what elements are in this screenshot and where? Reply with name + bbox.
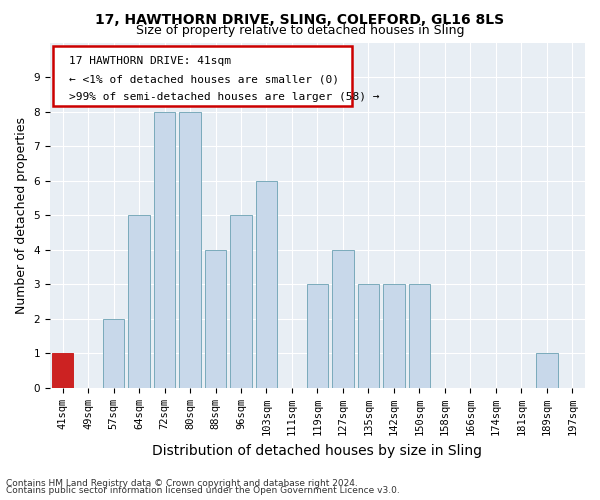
Text: 17, HAWTHORN DRIVE, SLING, COLEFORD, GL16 8LS: 17, HAWTHORN DRIVE, SLING, COLEFORD, GL1…	[95, 12, 505, 26]
Bar	[103, 319, 124, 388]
Bar	[358, 284, 379, 388]
Bar	[536, 354, 557, 388]
X-axis label: Distribution of detached houses by size in Sling: Distribution of detached houses by size …	[152, 444, 482, 458]
Bar	[409, 284, 430, 388]
Bar	[383, 284, 405, 388]
Bar	[230, 215, 252, 388]
Bar	[205, 250, 226, 388]
FancyBboxPatch shape	[53, 46, 352, 106]
Y-axis label: Number of detached properties: Number of detached properties	[15, 116, 28, 314]
Text: 17 HAWTHORN DRIVE: 41sqm: 17 HAWTHORN DRIVE: 41sqm	[68, 56, 230, 66]
Bar	[52, 354, 73, 388]
Text: >99% of semi-detached houses are larger (58) →: >99% of semi-detached houses are larger …	[68, 92, 379, 102]
Text: ← <1% of detached houses are smaller (0): ← <1% of detached houses are smaller (0)	[68, 74, 338, 85]
Bar	[179, 112, 201, 388]
Text: Contains HM Land Registry data © Crown copyright and database right 2024.: Contains HM Land Registry data © Crown c…	[6, 478, 358, 488]
Bar	[154, 112, 175, 388]
Text: Size of property relative to detached houses in Sling: Size of property relative to detached ho…	[136, 24, 464, 37]
Bar	[256, 180, 277, 388]
Bar	[307, 284, 328, 388]
Bar	[128, 215, 150, 388]
Bar	[332, 250, 354, 388]
Text: Contains public sector information licensed under the Open Government Licence v3: Contains public sector information licen…	[6, 486, 400, 495]
